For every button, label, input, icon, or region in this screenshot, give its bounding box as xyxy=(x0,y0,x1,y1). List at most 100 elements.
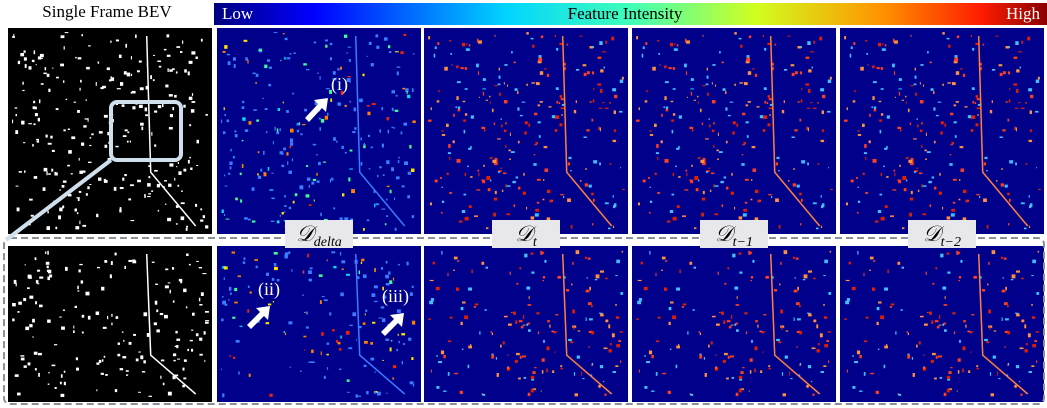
point-cluster xyxy=(24,64,27,68)
zoom-line xyxy=(4,158,113,242)
point-cluster xyxy=(126,374,129,376)
point-cluster xyxy=(440,350,445,355)
point-cluster xyxy=(999,136,1003,138)
point-cluster xyxy=(651,390,655,392)
point-cluster xyxy=(705,138,709,140)
point-cluster xyxy=(289,145,291,149)
point-cluster xyxy=(349,168,353,170)
point-cluster xyxy=(104,144,108,148)
point-cluster xyxy=(869,269,871,271)
point-cluster xyxy=(346,52,348,54)
point-cluster xyxy=(52,67,54,69)
point-cluster xyxy=(17,311,20,313)
point-cluster xyxy=(466,43,468,45)
point-cluster xyxy=(354,127,357,130)
point-cluster xyxy=(35,64,37,66)
point-cluster xyxy=(547,321,550,323)
label-subscript: t−2 xyxy=(941,235,961,250)
point-cluster xyxy=(690,179,694,184)
point-cluster xyxy=(446,172,449,176)
point-cluster xyxy=(398,340,400,344)
point-cluster xyxy=(87,315,91,320)
point-cluster xyxy=(243,39,248,42)
point-cluster xyxy=(775,198,779,202)
point-cluster xyxy=(539,71,544,75)
point-cluster xyxy=(79,87,81,91)
point-cluster xyxy=(991,250,996,255)
point-cluster xyxy=(428,119,432,122)
point-cluster xyxy=(461,348,464,350)
point-cluster xyxy=(389,347,392,352)
point-cluster xyxy=(927,51,929,54)
point-cluster xyxy=(392,377,395,380)
point-cluster xyxy=(654,123,657,127)
point-cluster xyxy=(586,277,588,279)
point-cluster xyxy=(799,71,802,75)
point-cluster xyxy=(913,83,917,86)
point-cluster xyxy=(715,366,717,369)
point-cluster xyxy=(729,101,734,103)
point-cluster xyxy=(129,140,131,143)
point-cluster xyxy=(470,115,474,119)
point-cluster xyxy=(534,213,539,217)
point-cluster xyxy=(557,275,561,279)
point-cluster xyxy=(321,296,325,298)
point-cluster xyxy=(946,37,950,40)
point-cluster xyxy=(409,381,414,385)
point-cluster xyxy=(934,377,937,380)
point-cluster xyxy=(199,353,203,356)
point-cluster xyxy=(572,261,574,265)
point-cluster xyxy=(561,114,563,116)
point-cluster xyxy=(412,53,415,55)
point-cluster xyxy=(47,383,50,385)
point-cluster xyxy=(668,321,671,326)
point-cluster xyxy=(526,286,531,290)
point-cluster xyxy=(697,95,699,98)
point-cluster xyxy=(124,129,128,132)
point-cluster xyxy=(89,184,92,185)
point-cluster xyxy=(533,154,536,156)
point-cluster xyxy=(436,100,440,103)
point-cluster xyxy=(567,198,571,202)
point-cluster xyxy=(165,203,167,205)
point-cluster xyxy=(538,135,541,138)
point-cluster xyxy=(482,91,484,96)
point-cluster xyxy=(495,357,497,360)
point-cluster xyxy=(284,195,286,198)
point-cluster xyxy=(176,338,181,341)
point-cluster xyxy=(34,257,37,261)
point-cluster xyxy=(1007,71,1010,75)
point-cluster xyxy=(154,170,158,172)
point-cluster xyxy=(234,301,238,304)
point-cluster xyxy=(292,200,295,204)
point-cluster xyxy=(942,206,944,210)
point-cluster xyxy=(869,113,871,117)
point-cluster xyxy=(45,134,48,138)
point-cluster xyxy=(923,366,925,369)
point-cluster xyxy=(311,361,315,363)
point-cluster xyxy=(1036,360,1038,363)
point-cluster xyxy=(692,309,695,311)
point-cluster xyxy=(164,285,169,289)
point-cluster xyxy=(63,46,65,50)
point-cluster xyxy=(1016,89,1019,93)
point-cluster xyxy=(612,371,616,373)
point-cluster xyxy=(497,138,501,140)
point-cluster xyxy=(200,292,204,296)
point-cluster xyxy=(939,376,942,379)
point-cluster xyxy=(795,257,799,260)
point-cluster xyxy=(546,217,551,221)
point-cluster xyxy=(289,53,292,55)
point-cluster xyxy=(442,200,445,203)
point-cluster xyxy=(407,195,410,199)
point-cluster xyxy=(966,199,969,202)
point-cluster xyxy=(820,371,824,373)
point-cluster xyxy=(154,144,157,147)
point-cluster xyxy=(790,64,795,67)
point-cluster xyxy=(736,329,739,332)
point-cluster xyxy=(591,363,594,366)
point-cluster xyxy=(77,57,82,60)
point-cluster xyxy=(284,252,289,257)
point-cluster xyxy=(28,123,32,125)
point-cluster xyxy=(242,117,246,121)
